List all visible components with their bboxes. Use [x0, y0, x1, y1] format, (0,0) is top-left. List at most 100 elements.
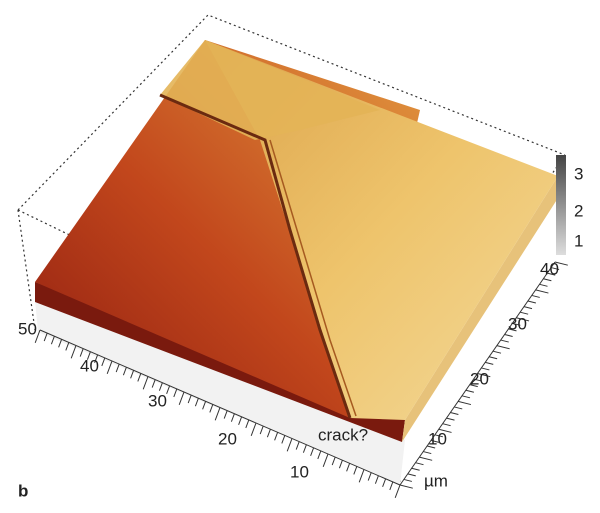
tick: [173, 388, 178, 398]
z-tick-label: 2: [574, 201, 583, 220]
tick: [346, 463, 351, 472]
x-tick-label: 50: [18, 319, 37, 338]
tick: [94, 354, 99, 363]
tick: [415, 462, 424, 466]
x-tick-label: 10: [290, 462, 309, 481]
tick: [70, 345, 77, 359]
tick: [492, 350, 502, 354]
tick: [34, 329, 41, 343]
tick: [473, 378, 482, 382]
tick: [202, 401, 207, 410]
x-tick-label: 30: [148, 391, 167, 410]
tick: [214, 407, 221, 421]
tick: [496, 345, 510, 350]
tick: [446, 417, 455, 421]
tick: [322, 453, 329, 467]
tick: [223, 410, 228, 419]
tick: [430, 439, 440, 443]
tick: [137, 373, 142, 382]
x-axis: [34, 329, 401, 498]
tick: [454, 406, 463, 410]
tick: [411, 467, 420, 471]
tick: [438, 428, 452, 433]
tick: [442, 423, 451, 427]
tick: [259, 425, 264, 435]
tick: [209, 404, 214, 413]
tick: [367, 472, 372, 481]
tick: [403, 478, 412, 482]
tick: [382, 478, 387, 487]
tick: [547, 272, 556, 276]
tick: [65, 342, 70, 351]
tick: [504, 333, 513, 337]
tick: [465, 389, 474, 393]
tick: [527, 300, 536, 304]
tick: [394, 484, 401, 498]
surface: [35, 40, 558, 485]
z-scale-bar: [556, 155, 566, 255]
tick: [399, 484, 413, 489]
tick: [158, 382, 163, 391]
tick: [274, 432, 279, 441]
tick: [194, 398, 199, 407]
tick: [543, 278, 552, 282]
tick: [469, 384, 478, 388]
tick: [539, 283, 548, 287]
tick: [142, 376, 149, 390]
tick: [458, 400, 472, 406]
tick: [358, 469, 365, 483]
z-tick-label: 3: [574, 164, 583, 183]
tick: [187, 394, 192, 404]
tick: [79, 348, 84, 357]
tick: [266, 429, 271, 438]
y-tick-label: 20: [470, 369, 489, 388]
tick: [554, 261, 568, 266]
tick: [151, 379, 156, 388]
y-tick-label: 30: [508, 314, 527, 333]
tick: [353, 466, 358, 475]
y-tick-label: 40: [540, 259, 559, 278]
tick: [130, 370, 135, 379]
tick: [317, 450, 322, 460]
tick: [86, 351, 91, 360]
tick: [50, 336, 55, 345]
tick: [500, 339, 509, 343]
tick: [331, 456, 336, 466]
tick: [122, 367, 127, 376]
tick: [461, 395, 471, 399]
tick: [238, 416, 243, 425]
annotation: crack?: [318, 425, 368, 444]
tick: [295, 441, 300, 450]
tick: [115, 363, 120, 373]
tick: [310, 447, 315, 456]
tick: [43, 332, 48, 342]
tick: [535, 289, 549, 294]
tick: [512, 322, 521, 326]
x-tick-label: 40: [80, 356, 99, 375]
tick: [178, 391, 185, 405]
tick: [389, 481, 394, 491]
tick: [106, 360, 113, 374]
panel-label: b: [18, 481, 28, 500]
tick: [520, 311, 529, 315]
tick: [281, 435, 286, 444]
tick: [434, 434, 443, 438]
tick: [551, 267, 560, 271]
tick: [427, 445, 436, 449]
tick: [450, 412, 459, 416]
tick: [485, 361, 494, 365]
tick: [230, 413, 235, 422]
x-tick-label: 20: [218, 429, 237, 448]
tick: [374, 475, 379, 484]
z-tick-label: 1: [574, 231, 583, 250]
tick: [286, 438, 293, 452]
tick: [245, 419, 250, 429]
y-axis: [399, 261, 568, 489]
tick: [419, 456, 433, 461]
tick: [489, 356, 498, 360]
tick: [523, 306, 533, 310]
tick: [407, 473, 416, 477]
y-tick-label: 10: [428, 429, 447, 448]
tick: [481, 367, 490, 371]
tick: [508, 328, 517, 332]
